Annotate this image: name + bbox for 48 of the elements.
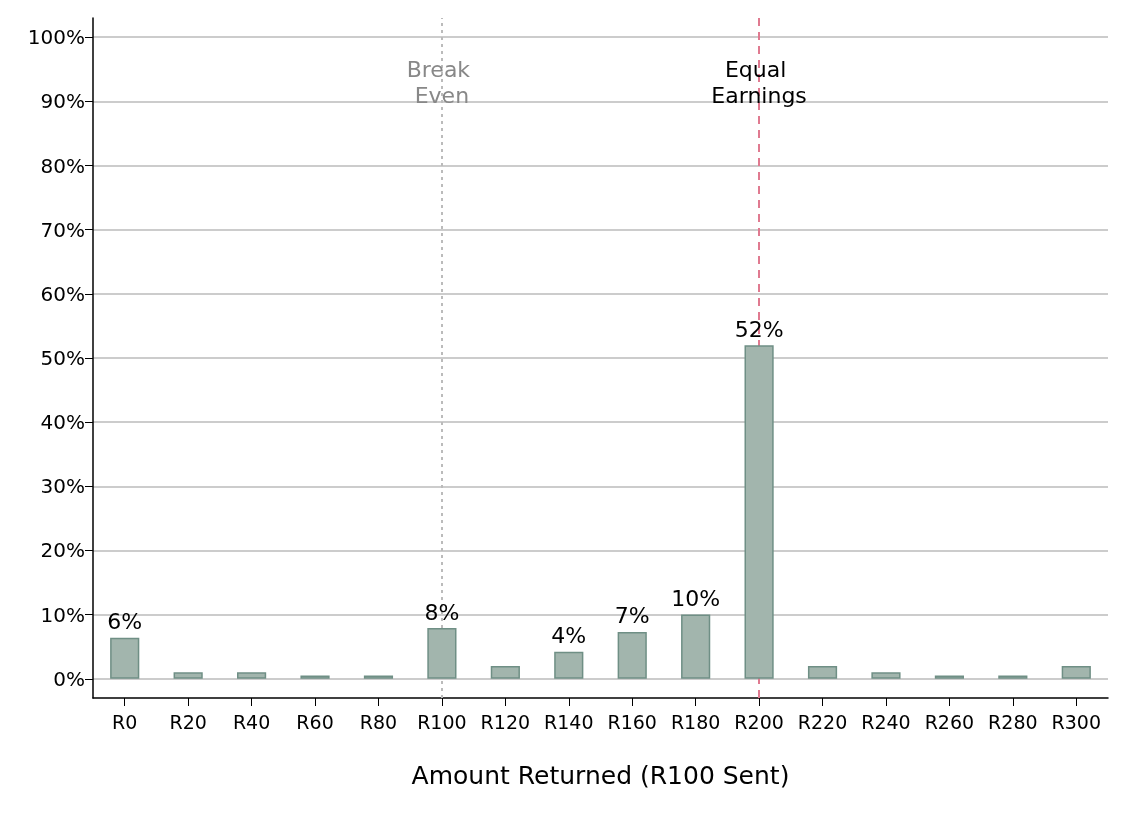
x-tick-label: R300 xyxy=(1051,710,1102,733)
y-tick-label: 30% xyxy=(40,474,85,499)
x-tick-label: R0 xyxy=(112,710,138,733)
bar xyxy=(237,672,267,679)
bar xyxy=(807,665,838,679)
data-label: 52% xyxy=(734,316,784,342)
x-tick-label: R180 xyxy=(670,710,721,733)
data-label: 7% xyxy=(614,603,650,629)
x-axis-title: Amount Returned (R100 Sent) xyxy=(411,761,790,790)
y-tick-label: 90% xyxy=(40,89,85,114)
ref-line-label: Break Even xyxy=(406,56,478,108)
bar xyxy=(871,672,901,679)
y-tick-label: 80% xyxy=(40,153,85,178)
y-tick-label: 60% xyxy=(40,281,85,306)
bar xyxy=(681,614,711,679)
bar xyxy=(490,665,520,679)
bar xyxy=(554,651,584,679)
x-tick-label: R60 xyxy=(296,710,334,733)
bar xyxy=(427,628,457,679)
y-tick-label: 0% xyxy=(53,666,85,691)
x-tick-label: R20 xyxy=(169,710,207,733)
bar xyxy=(110,637,140,679)
ref-line-label: Equal Earnings xyxy=(711,56,807,108)
x-tick-label: R120 xyxy=(480,710,531,733)
x-tick-label: R140 xyxy=(544,710,594,733)
y-tick-label: 20% xyxy=(40,538,85,563)
bar xyxy=(617,631,647,679)
data-label: 6% xyxy=(107,609,143,635)
y-tick-label: 100% xyxy=(27,25,85,50)
bar xyxy=(1061,665,1091,679)
y-tick-label: 70% xyxy=(40,217,85,242)
data-label: 4% xyxy=(551,623,587,649)
x-tick-label: R100 xyxy=(417,710,467,733)
data-label: 8% xyxy=(424,599,460,625)
x-tick-label: R220 xyxy=(797,710,848,733)
x-tick-label: R260 xyxy=(924,710,975,733)
y-tick-label: 50% xyxy=(40,346,85,370)
y-tick-label: 10% xyxy=(40,602,85,627)
x-tick-label: R80 xyxy=(359,710,398,733)
bar xyxy=(744,345,774,679)
bar xyxy=(173,672,203,679)
x-tick-label: R240 xyxy=(861,710,911,733)
x-tick-label: R200 xyxy=(734,710,784,733)
x-tick-label: R280 xyxy=(988,710,1038,733)
y-tick-label: 40% xyxy=(40,410,85,435)
x-tick-label: R40 xyxy=(232,710,271,733)
data-label: 10% xyxy=(671,586,721,612)
x-tick-label: R160 xyxy=(607,710,657,733)
